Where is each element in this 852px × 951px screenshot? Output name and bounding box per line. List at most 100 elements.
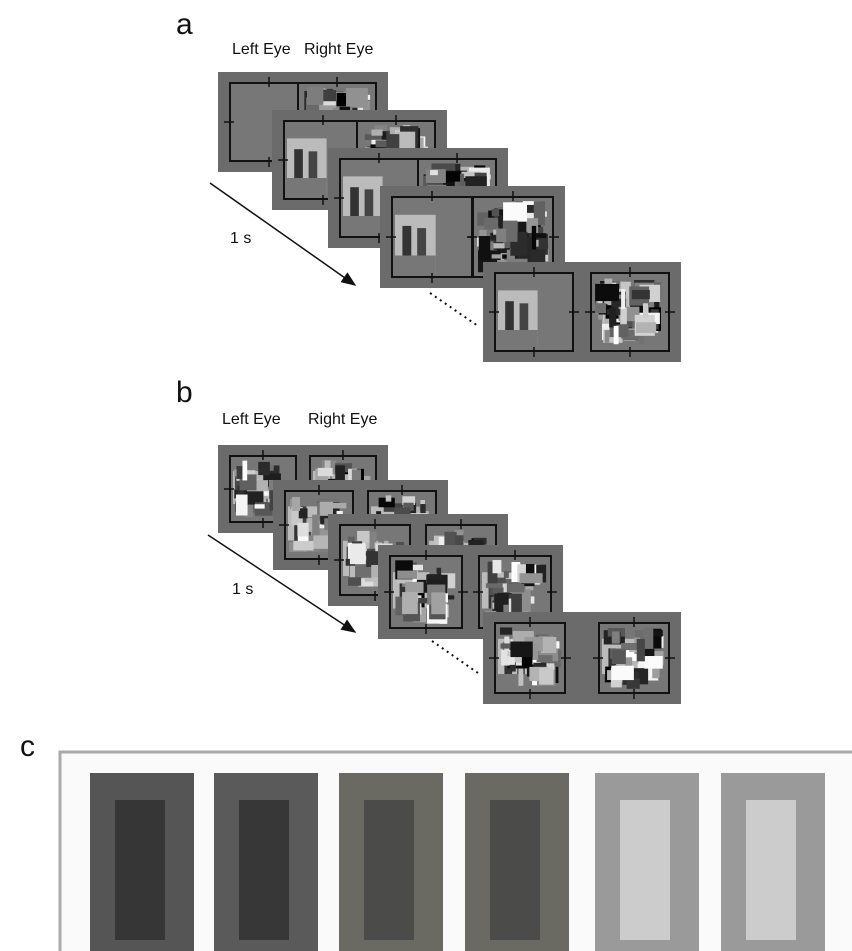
mosaic-patch [307,87,323,105]
mosaic-patch [255,504,265,508]
mosaic-patch [535,233,546,238]
mosaic-patch [637,639,645,661]
mosaic-patch [376,140,388,147]
mosaic-patch [612,650,626,665]
mosaic-patch [644,656,662,669]
mosaic-patch [386,495,392,501]
scene-figure [505,301,514,330]
figure: a Left Eye Right Eye 1 s b Left Eye Righ… [0,0,852,951]
mosaic-patch [242,461,247,481]
mosaic-patch [520,573,543,583]
scene-floor [287,178,327,196]
mosaic-patch [652,668,659,678]
mosaic-patch [348,577,361,586]
mosaic-patch [595,284,619,301]
photo-subject [115,800,165,940]
mosaic-patch [320,502,333,516]
mosaic-patch [371,129,382,135]
scene-figure [294,149,303,178]
mosaic-patch [486,583,503,588]
mosaic-patch [479,236,490,260]
time-label: 1 s [232,581,253,598]
scene-floor [395,256,436,275]
ellipsis [432,641,478,673]
mosaic-patch [518,669,523,686]
mosaic-patch [621,289,625,309]
mosaic-patch [402,592,418,614]
mosaic-patch [627,679,640,689]
scene-figure [417,228,426,258]
mosaic-patch [541,637,556,653]
mosaic-patch [460,174,464,188]
mosaic-patch [500,627,512,634]
eye-label: Left Eye [232,41,291,58]
mosaic-patch [507,656,515,665]
mosaic-patch [405,582,423,593]
photo-subject [239,800,289,940]
mosaic-patch [292,497,300,511]
scene-floor [343,216,383,234]
frames [218,72,681,704]
mosaic-patch [357,531,369,543]
eye-label: Right Eye [304,41,373,58]
photo-subject [620,800,670,940]
mosaic-patch [427,574,441,579]
panel-label: a [176,8,193,41]
mosaic-patch [420,500,425,504]
mosaic-patch [532,226,536,251]
stimulus-frame [483,262,681,362]
mosaic-patch [468,540,484,545]
mosaic-patch [643,303,648,317]
mosaic-patch [397,571,417,579]
time-label: 1 s [230,230,251,247]
mosaic-patch [609,308,616,328]
panel-label: b [176,376,193,409]
eye-label: Right Eye [308,411,377,428]
mosaic-patch [313,535,328,548]
mosaic-patch [299,508,308,518]
mosaic-patch [430,170,438,175]
photo-subject [364,800,414,940]
stimulus-frame [483,612,681,704]
photo-subject [490,800,540,940]
mosaic-patch [431,592,445,614]
mosaic-patch [614,326,619,344]
mosaic-patch [352,469,361,480]
mosaic-patch [318,468,333,476]
mosaic-patch [595,303,606,313]
mosaic-patch [605,330,610,342]
mosaic-patch [293,541,313,551]
mosaic-patch [539,668,554,685]
mosaic-patch [507,584,524,592]
mosaic-patch [612,631,620,643]
mosaic-patch [258,462,270,475]
mosaic-patch [346,88,368,108]
scene-figure [350,187,359,216]
mosaic-patch [510,642,532,658]
mosaic-patch [503,202,527,221]
mosaic-patch [493,560,502,573]
mosaic-patch [522,655,533,668]
scene-figure [365,189,374,218]
mosaic-patch [312,515,319,536]
mosaic-patch [611,666,633,680]
scene-figure [520,303,529,332]
scene-floor [498,330,538,348]
mosaic-patch [297,523,308,537]
scene-figure [309,151,318,180]
scene-figure [402,226,411,256]
mosaic-patch [236,495,248,516]
mosaic-patch [636,322,656,333]
mosaic-patch [492,254,501,258]
ellipsis [430,293,478,326]
panel-label: c [20,730,35,763]
mosaic-patch [350,543,366,564]
mosaic-patch [620,308,627,325]
mosaic-patch [632,290,650,299]
eye-label: Left Eye [222,411,281,428]
photo-subject [746,800,796,940]
mosaic-patch [496,229,506,243]
mosaic-patch [492,209,499,216]
mosaic-patch [332,503,347,509]
mosaic-patch [484,218,498,230]
